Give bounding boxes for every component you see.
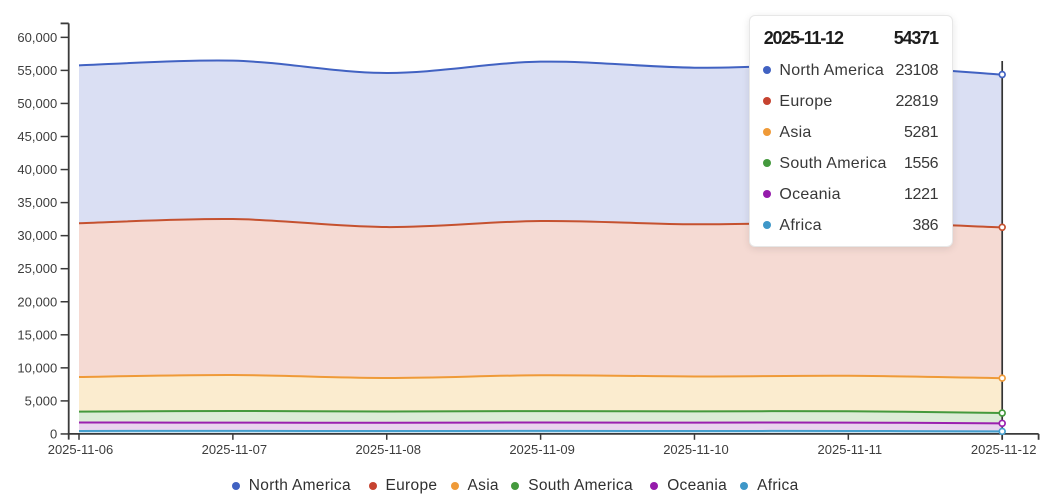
svg-text:2025-11-08: 2025-11-08 bbox=[355, 442, 421, 457]
svg-text:2025-11-09: 2025-11-09 bbox=[509, 442, 575, 457]
svg-text:35,000: 35,000 bbox=[17, 195, 57, 210]
svg-text:15,000: 15,000 bbox=[17, 327, 57, 342]
svg-text:25,000: 25,000 bbox=[17, 261, 57, 276]
svg-text:40,000: 40,000 bbox=[17, 162, 57, 177]
svg-text:5,000: 5,000 bbox=[25, 393, 58, 408]
svg-text:0: 0 bbox=[50, 426, 57, 441]
svg-text:2025-11-12: 2025-11-12 bbox=[971, 442, 1037, 457]
svg-text:20,000: 20,000 bbox=[17, 294, 57, 309]
svg-text:2025-11-06: 2025-11-06 bbox=[48, 442, 114, 457]
svg-text:10,000: 10,000 bbox=[17, 360, 57, 375]
svg-text:2025-11-10: 2025-11-10 bbox=[663, 442, 729, 457]
svg-text:60,000: 60,000 bbox=[17, 30, 57, 45]
svg-text:45,000: 45,000 bbox=[17, 129, 57, 144]
svg-text:2025-11-07: 2025-11-07 bbox=[202, 442, 268, 457]
svg-text:50,000: 50,000 bbox=[17, 96, 57, 111]
svg-text:30,000: 30,000 bbox=[17, 228, 57, 243]
svg-text:2025-11-11: 2025-11-11 bbox=[818, 442, 883, 457]
svg-text:55,000: 55,000 bbox=[17, 63, 57, 78]
